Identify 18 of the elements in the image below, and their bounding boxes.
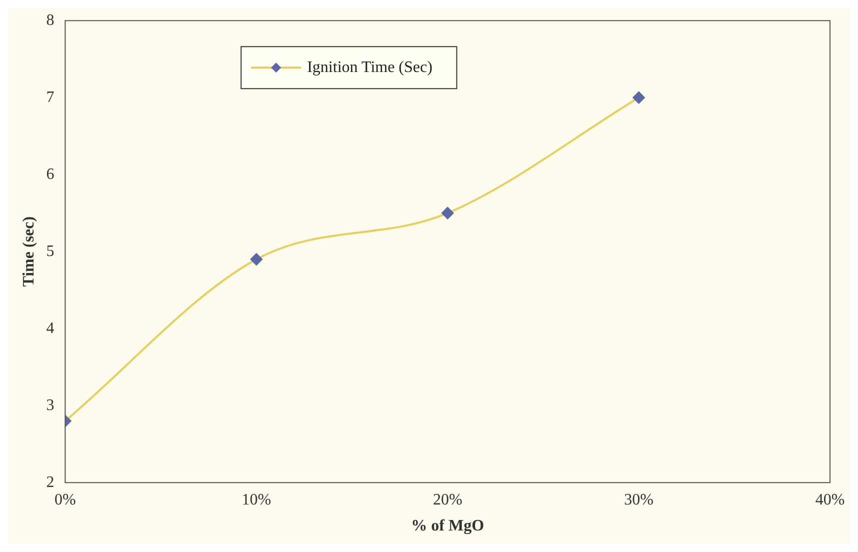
point — [250, 253, 262, 266]
x-tick-label: 10% — [242, 491, 272, 508]
x-tick-label: 20% — [432, 491, 462, 508]
point — [442, 207, 454, 220]
y-tick-label: 8 — [46, 12, 54, 29]
y-tick-label: 6 — [46, 166, 54, 183]
x-tick-label: 30% — [624, 491, 654, 508]
y-tick-label: 4 — [46, 320, 54, 337]
x-tick-label: 40% — [815, 491, 845, 508]
y-tick-label: 7 — [46, 88, 54, 106]
point — [632, 92, 645, 104]
x-tick-label: 0% — [54, 491, 76, 508]
y-axis-title: Time (sec) — [20, 216, 38, 287]
y-tick-label: 2 — [46, 474, 54, 491]
x-axis-title: % of MgO — [411, 518, 484, 535]
y-tick-label: 3 — [46, 396, 54, 414]
legend-label: Ignition Time (Sec) — [307, 58, 432, 76]
y-tick-label: 5 — [46, 242, 54, 260]
